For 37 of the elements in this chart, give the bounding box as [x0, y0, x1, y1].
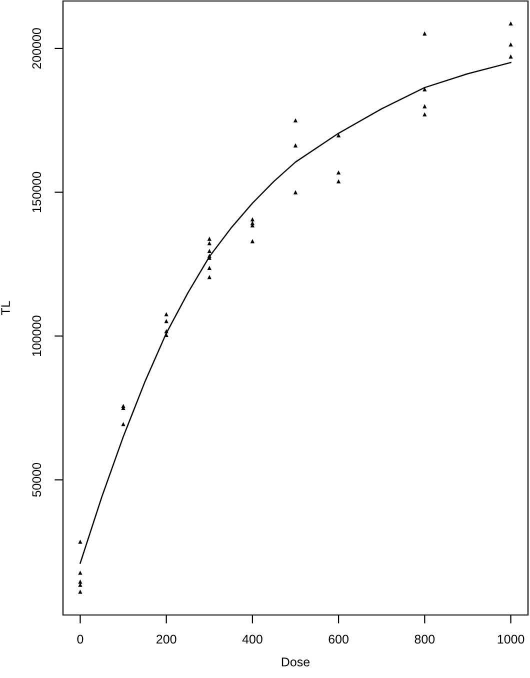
- point: [293, 143, 298, 148]
- x-tick-label: 600: [328, 634, 348, 644]
- y-tick-label: 200000: [32, 28, 42, 69]
- point: [207, 275, 212, 280]
- x-tick-label: 0: [77, 634, 84, 644]
- point: [164, 319, 168, 324]
- x-tick-label: 1000: [498, 634, 524, 644]
- point: [207, 266, 212, 270]
- point: [78, 540, 82, 544]
- point: [78, 570, 82, 575]
- point: [422, 104, 427, 108]
- point: [336, 179, 341, 184]
- y-tick-label: 150000: [32, 172, 42, 212]
- point: [207, 248, 212, 253]
- y-tick-label: 100000: [32, 316, 42, 356]
- point: [121, 422, 126, 426]
- y-axis-title: TL: [1, 301, 10, 316]
- point: [293, 118, 298, 122]
- point: [422, 112, 427, 116]
- point: [508, 54, 513, 59]
- x-axis-title: Dose: [282, 658, 310, 666]
- point: [508, 21, 513, 26]
- point: [164, 312, 168, 316]
- point: [207, 236, 212, 241]
- point: [250, 239, 255, 244]
- point: [78, 590, 82, 594]
- point: [293, 190, 298, 194]
- x-tick-label: 400: [242, 634, 262, 644]
- point: [508, 42, 513, 47]
- point: [422, 31, 427, 36]
- x-tick-label: 200: [156, 634, 176, 644]
- y-tick-label: 50000: [32, 462, 42, 497]
- x-tick-label: 800: [414, 634, 435, 644]
- point: [250, 217, 255, 222]
- point: [336, 133, 341, 138]
- line-series: [80, 62, 512, 564]
- point: [336, 170, 341, 174]
